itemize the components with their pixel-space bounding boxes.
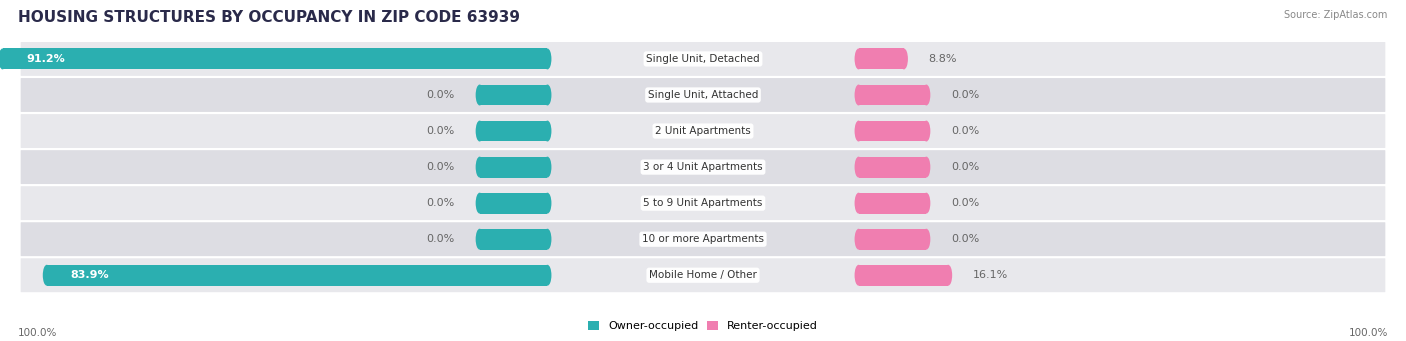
Text: 83.9%: 83.9%	[70, 270, 108, 280]
Circle shape	[0, 48, 7, 70]
Circle shape	[900, 48, 908, 70]
Text: 10 or more Apartments: 10 or more Apartments	[643, 234, 763, 244]
Circle shape	[855, 157, 862, 178]
Text: 0.0%: 0.0%	[427, 234, 456, 244]
Circle shape	[855, 85, 862, 105]
Bar	[859, 229, 927, 250]
Bar	[479, 229, 547, 250]
Text: Single Unit, Attached: Single Unit, Attached	[648, 90, 758, 100]
Text: 0.0%: 0.0%	[427, 126, 456, 136]
Text: HOUSING STRUCTURES BY OCCUPANCY IN ZIP CODE 63939: HOUSING STRUCTURES BY OCCUPANCY IN ZIP C…	[18, 10, 520, 25]
Text: 0.0%: 0.0%	[427, 90, 456, 100]
Text: 0.0%: 0.0%	[950, 162, 979, 172]
Circle shape	[855, 229, 862, 250]
Bar	[479, 193, 547, 213]
Bar	[859, 193, 927, 213]
Bar	[859, 157, 927, 178]
Text: Mobile Home / Other: Mobile Home / Other	[650, 270, 756, 280]
FancyBboxPatch shape	[21, 114, 1385, 148]
Bar	[859, 48, 904, 70]
Circle shape	[475, 229, 484, 250]
Text: 100.0%: 100.0%	[18, 328, 58, 338]
Text: 3 or 4 Unit Apartments: 3 or 4 Unit Apartments	[643, 162, 763, 172]
Bar	[46, 265, 547, 286]
Circle shape	[544, 229, 551, 250]
Circle shape	[544, 193, 551, 213]
Text: 91.2%: 91.2%	[27, 54, 65, 64]
Circle shape	[544, 48, 551, 70]
Text: 8.8%: 8.8%	[928, 54, 957, 64]
Text: 2 Unit Apartments: 2 Unit Apartments	[655, 126, 751, 136]
Text: 16.1%: 16.1%	[973, 270, 1008, 280]
Circle shape	[475, 85, 484, 105]
FancyBboxPatch shape	[21, 150, 1385, 184]
Circle shape	[475, 121, 484, 142]
Text: Source: ZipAtlas.com: Source: ZipAtlas.com	[1284, 10, 1388, 20]
Text: 0.0%: 0.0%	[427, 198, 456, 208]
Circle shape	[475, 157, 484, 178]
FancyBboxPatch shape	[21, 258, 1385, 292]
Text: 0.0%: 0.0%	[950, 234, 979, 244]
Bar	[479, 157, 547, 178]
Bar	[479, 121, 547, 142]
FancyBboxPatch shape	[21, 186, 1385, 220]
Bar	[479, 85, 547, 105]
Bar	[3, 48, 547, 70]
Circle shape	[42, 265, 51, 286]
Circle shape	[855, 193, 862, 213]
Circle shape	[475, 193, 484, 213]
Text: 0.0%: 0.0%	[950, 90, 979, 100]
Circle shape	[544, 121, 551, 142]
Circle shape	[922, 85, 931, 105]
FancyBboxPatch shape	[21, 222, 1385, 256]
Legend: Owner-occupied, Renter-occupied: Owner-occupied, Renter-occupied	[583, 316, 823, 336]
Circle shape	[544, 157, 551, 178]
Circle shape	[855, 265, 862, 286]
FancyBboxPatch shape	[21, 42, 1385, 76]
Text: 0.0%: 0.0%	[427, 162, 456, 172]
FancyBboxPatch shape	[21, 78, 1385, 112]
Circle shape	[945, 265, 952, 286]
Bar	[859, 265, 948, 286]
Text: 100.0%: 100.0%	[1348, 328, 1388, 338]
Circle shape	[922, 121, 931, 142]
Circle shape	[544, 85, 551, 105]
Bar	[859, 85, 927, 105]
Circle shape	[855, 48, 862, 70]
Circle shape	[922, 229, 931, 250]
Circle shape	[544, 265, 551, 286]
Circle shape	[922, 193, 931, 213]
Circle shape	[922, 157, 931, 178]
Bar	[859, 121, 927, 142]
Text: 0.0%: 0.0%	[950, 198, 979, 208]
Text: Single Unit, Detached: Single Unit, Detached	[647, 54, 759, 64]
Text: 5 to 9 Unit Apartments: 5 to 9 Unit Apartments	[644, 198, 762, 208]
Circle shape	[855, 121, 862, 142]
Text: 0.0%: 0.0%	[950, 126, 979, 136]
